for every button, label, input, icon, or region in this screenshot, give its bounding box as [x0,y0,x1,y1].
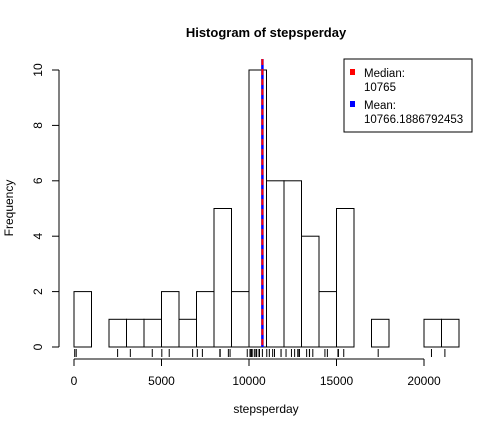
y-tick-label: 0 [31,343,45,350]
histogram-bar [283,180,302,348]
legend-median-value: 10765 [364,82,396,94]
histogram-bar [143,318,162,348]
histogram-bar [318,291,337,348]
x-tick-label: 0 [71,374,78,388]
histogram-bars [73,69,460,348]
histogram-bar [248,69,267,348]
y-tick-label: 10 [31,63,45,77]
y-tick-label: 6 [31,177,45,184]
x-tick-label: 15000 [320,374,354,388]
legend: Median: 10765 Mean: 10766.1886792453 [343,58,473,133]
x-tick-label: 20000 [407,374,441,388]
legend-mean-swatch [350,101,355,107]
histogram-bar [126,318,145,348]
histogram-bar [108,318,127,348]
histogram-bar [336,208,355,348]
legend-mean-label: Mean: [364,100,396,112]
histogram-bar [161,291,180,348]
histogram-bar [178,318,197,348]
histogram-bar [371,318,390,348]
histogram-bar [266,180,285,348]
legend-box [343,58,473,133]
histogram-bar [441,318,460,348]
legend-median-label: Median: [364,68,405,80]
x-tick-label: 5000 [148,374,175,388]
y-axis: 0 2 4 6 8 10 [31,63,60,350]
histogram-bar [73,291,92,348]
legend-mean-value: 10766.1886792453 [364,114,463,126]
legend-median-swatch [350,69,355,75]
x-tick-label: 10000 [232,374,266,388]
rug-marks [74,349,446,357]
histogram-bar [423,318,442,348]
histogram-bar [196,291,215,348]
histogram-bar [213,208,232,348]
y-tick-label: 4 [31,233,45,240]
y-axis-label: Frequency [2,180,16,237]
x-axis: 0 5000 10000 15000 20000 [71,358,441,388]
y-tick-label: 8 [31,122,45,129]
histogram-bar [231,291,250,348]
histogram-bar [301,235,320,348]
y-tick-label: 2 [31,288,45,295]
x-axis-label: stepsperday [233,402,298,416]
chart-title: Histogram of stepsperday [186,25,347,40]
